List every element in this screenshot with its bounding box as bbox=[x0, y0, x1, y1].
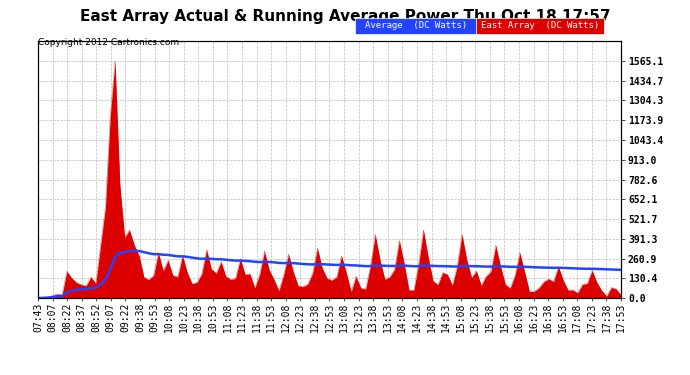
Text: East Array  (DC Watts): East Array (DC Watts) bbox=[481, 21, 599, 30]
Text: Copyright 2012 Cartronics.com: Copyright 2012 Cartronics.com bbox=[38, 38, 179, 47]
Text: East Array Actual & Running Average Power Thu Oct 18 17:57: East Array Actual & Running Average Powe… bbox=[79, 9, 611, 24]
Text: Average  (DC Watts): Average (DC Watts) bbox=[364, 21, 467, 30]
